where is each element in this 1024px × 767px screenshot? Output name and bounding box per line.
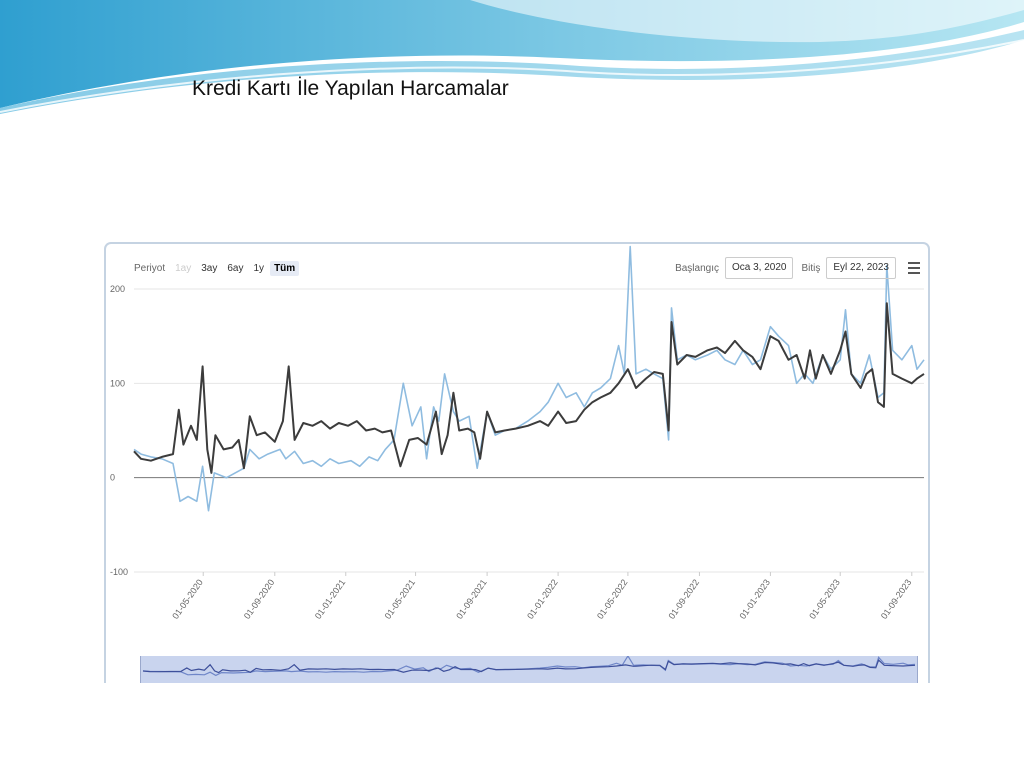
range-button-1ay[interactable]: 1ay xyxy=(171,261,195,276)
date-range-inputs: Başlangıç Oca 3, 2020 Bitiş Eyl 22, 2023 xyxy=(675,257,920,279)
start-date-label: Başlangıç xyxy=(675,262,719,274)
y-tick-label: 0 xyxy=(110,473,115,483)
period-label: Periyot xyxy=(134,262,166,274)
stock-chart-panel: -100 0 100 200 01-05-2020 01-09-2020 01-01-202… xyxy=(104,242,930,683)
x-tick-label: 01-01-2022 xyxy=(525,577,560,620)
x-tick-label: 01-09-2023 xyxy=(879,577,914,620)
range-button-6ay[interactable]: 6ay xyxy=(223,261,247,276)
x-tick-label: 01-09-2020 xyxy=(242,577,277,620)
y-tick-label: 200 xyxy=(110,284,125,294)
x-tick-label: 01-05-2020 xyxy=(170,577,205,620)
x-tick-label: 01-05-2022 xyxy=(595,577,630,620)
slide-title: Kredi Kartı İle Yapılan Harcamalar xyxy=(192,77,509,100)
range-button-1y[interactable]: 1y xyxy=(250,261,269,276)
hamburger-menu-icon[interactable] xyxy=(908,262,920,274)
end-date-input[interactable]: Eyl 22, 2023 xyxy=(826,257,896,279)
x-tick-label: 01-01-2021 xyxy=(313,577,348,620)
y-tick-label: 100 xyxy=(110,378,125,388)
line-chart: -100 0 100 200 01-05-2020 01-09-2020 01-01-202… xyxy=(110,245,925,621)
range-button-3ay[interactable]: 3ay xyxy=(197,261,221,276)
series-line-dark xyxy=(133,302,925,474)
x-tick-label: 01-09-2022 xyxy=(666,577,701,620)
range-button-tum[interactable]: Tüm xyxy=(270,260,300,276)
navigator-mini-chart xyxy=(142,654,916,677)
x-tick-label: 01-09-2021 xyxy=(454,577,489,620)
start-date-input[interactable]: Oca 3, 2020 xyxy=(725,257,794,279)
range-selector: Periyot 1ay 3ay 6ay 1y Tüm xyxy=(134,258,301,278)
navigator-strip[interactable] xyxy=(140,654,918,683)
x-tick-label: 01-05-2021 xyxy=(383,577,418,620)
chart-screenshot: -100 0 100 200 01-05-2020 01-09-2020 01-01-202… xyxy=(100,128,942,683)
y-tick-label: -100 xyxy=(110,567,128,577)
navigator-series-dark xyxy=(142,659,916,674)
x-tick-label: 01-01-2023 xyxy=(737,577,772,620)
decorative-wave-banner xyxy=(0,0,1024,114)
end-date-label: Bitiş xyxy=(801,262,821,274)
x-tick-label: 01-05-2023 xyxy=(807,577,842,620)
